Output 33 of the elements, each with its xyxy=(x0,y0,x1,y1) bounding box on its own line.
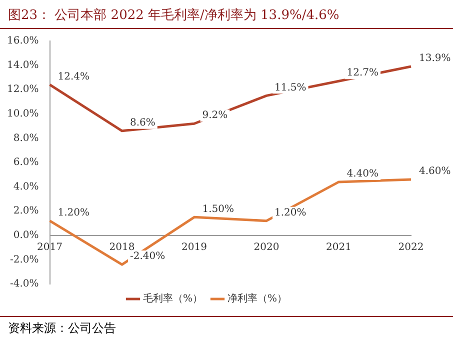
x-tick-label: 2018 xyxy=(109,242,135,253)
data-label: -2.40% xyxy=(130,251,166,262)
y-tick-label: 12.0% xyxy=(6,84,39,96)
y-tick-label: 6.0% xyxy=(13,157,39,168)
data-label: 12.4% xyxy=(58,71,90,82)
legend-label: 净利率（%） xyxy=(228,292,288,305)
y-tick-label: -4.0% xyxy=(10,278,39,290)
legend-label: 毛利率（%） xyxy=(143,292,203,305)
data-label: 8.6% xyxy=(130,118,156,129)
data-label: 4.40% xyxy=(346,168,379,180)
x-tick-label: 2021 xyxy=(326,242,352,253)
data-label: 1.20% xyxy=(274,207,306,218)
y-tick-label: -2.0% xyxy=(10,254,39,266)
x-tick-label: 2019 xyxy=(182,242,207,253)
data-label: 1.20% xyxy=(58,207,90,218)
y-tick-label: 0.0% xyxy=(13,230,39,241)
data-label: 9.2% xyxy=(202,110,228,122)
data-label: 12.7% xyxy=(346,68,379,79)
x-tick-label: 2022 xyxy=(398,242,424,253)
y-tick-label: 14.0% xyxy=(6,60,39,71)
chart-title: 图23： 公司本部 2022 年毛利率/净利率为 13.9%/4.6% xyxy=(8,7,340,24)
y-tick-label: 16.0% xyxy=(6,36,39,47)
text: 资料来源：公司公告 xyxy=(8,320,116,337)
y-tick-label: 10.0% xyxy=(6,108,39,120)
data-label: 13.9% xyxy=(419,53,451,64)
data-label: 4.60% xyxy=(419,166,451,178)
data-label: 11.5% xyxy=(274,82,306,94)
y-tick-label: 8.0% xyxy=(13,132,39,144)
y-tick-label: 4.0% xyxy=(13,181,39,192)
data-label: 1.50% xyxy=(202,204,234,215)
x-tick-label: 2020 xyxy=(254,242,280,253)
x-tick-label: 2017 xyxy=(37,242,62,253)
y-tick-label: 2.0% xyxy=(13,206,39,217)
